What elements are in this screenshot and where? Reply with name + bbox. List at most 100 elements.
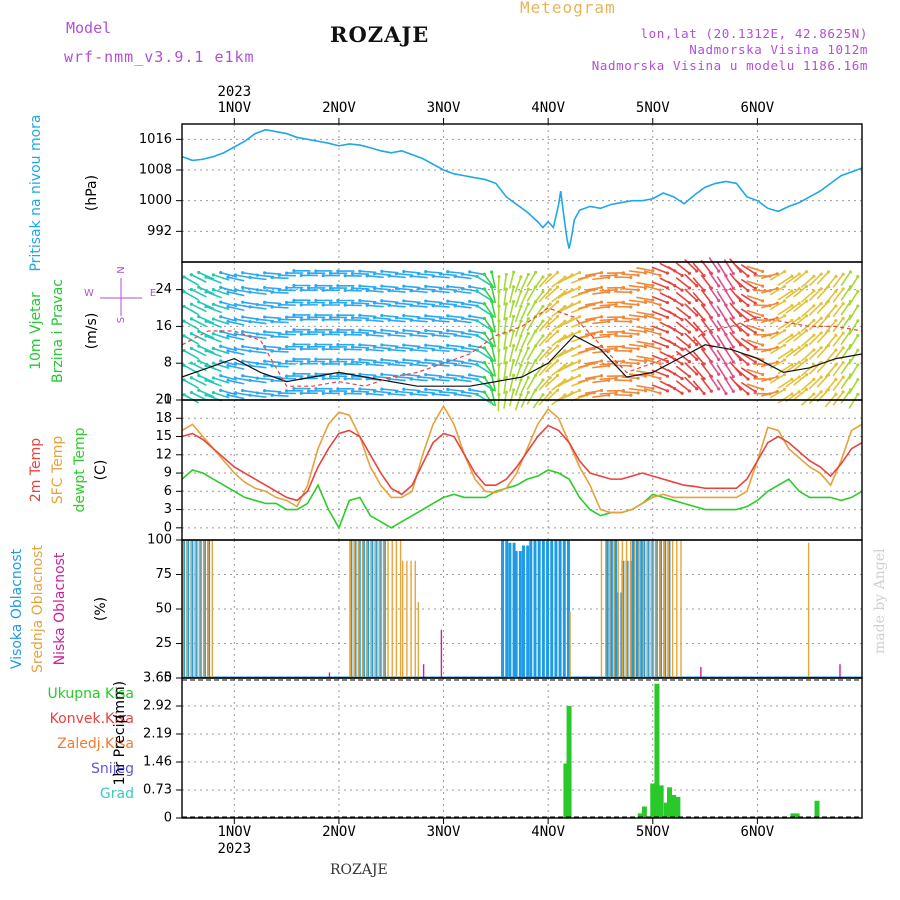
wind-barb-head xyxy=(380,269,384,273)
wind-barb-head xyxy=(695,269,699,273)
wind-barb-head xyxy=(665,389,670,393)
precip-tick-label: 0.73 xyxy=(143,783,172,798)
wind-barb-head xyxy=(343,303,347,307)
x-day-label-bottom: 2NOV xyxy=(322,824,356,840)
wind-barb-head xyxy=(665,271,670,275)
wind-barb xyxy=(503,303,508,321)
wind-barb xyxy=(801,304,815,318)
wind-barb xyxy=(190,303,207,313)
wind-barb-head xyxy=(812,274,816,278)
wind-barb xyxy=(509,300,515,318)
wind-barb-head xyxy=(394,286,399,291)
wind-barb-head xyxy=(629,349,633,353)
wind-barb-head xyxy=(687,286,691,290)
wind-barb-head xyxy=(321,318,325,322)
wind-barb-head xyxy=(285,359,289,363)
wind-barb-head xyxy=(856,275,860,279)
wind-barb xyxy=(249,350,267,354)
wind-barb-head xyxy=(746,392,750,396)
wind-barb-head xyxy=(233,332,237,336)
wind-barb xyxy=(777,275,793,286)
wind-barb-head xyxy=(526,302,530,306)
wind-barb-head xyxy=(761,328,765,332)
wind-barb-head xyxy=(651,328,655,332)
wind-barb xyxy=(212,391,230,399)
wind-barb xyxy=(402,358,421,362)
wind-barb xyxy=(651,384,669,392)
precip-tick-label: 2.19 xyxy=(143,727,172,742)
wind-barb-head xyxy=(790,377,794,381)
wind-barb xyxy=(643,388,661,394)
wind-barb xyxy=(538,288,552,303)
wind-barb-head xyxy=(336,269,340,273)
wind-barb xyxy=(793,285,808,298)
x-day-label-top: 4NOV xyxy=(531,100,565,116)
wind-barb-head xyxy=(731,330,735,335)
wind-barb xyxy=(824,364,837,378)
model-name: wrf-nmm_v3.9.1 e1km xyxy=(64,48,255,66)
wind-barb xyxy=(824,275,837,290)
wind-barb-head xyxy=(658,288,662,292)
wind-barb-head xyxy=(416,390,421,394)
wind-barb-head xyxy=(761,372,765,377)
wind-barb xyxy=(636,296,654,301)
wind-barb xyxy=(824,334,837,349)
wind-barb xyxy=(761,361,779,368)
wind-barb xyxy=(432,290,450,294)
wind-barb-head xyxy=(614,317,618,321)
wind-barb-head xyxy=(761,313,765,318)
wind-barb-head xyxy=(790,348,794,352)
precip-bar xyxy=(667,787,673,818)
wind-barb xyxy=(545,286,559,299)
wind-barb xyxy=(454,305,472,309)
wind-barb-head xyxy=(270,320,274,324)
wind-barb xyxy=(190,347,207,357)
wind-barb xyxy=(538,318,552,332)
wind-barb-head xyxy=(299,391,303,395)
wind-barb xyxy=(651,295,669,304)
wind-barb xyxy=(824,305,837,319)
wind-barb-head xyxy=(189,390,194,395)
wind-barb xyxy=(219,345,237,352)
wind-barb-head xyxy=(717,372,721,376)
wind-barb-head xyxy=(819,390,823,394)
wind-barb xyxy=(359,314,377,318)
wind-barb xyxy=(432,393,450,397)
wind-barb-head xyxy=(328,389,333,393)
wind-barb xyxy=(848,290,859,306)
wind-barb xyxy=(205,320,222,328)
wind-barb-head xyxy=(285,374,289,378)
wind-barb-head xyxy=(526,287,530,291)
wind-barb xyxy=(735,382,749,395)
wind-barb-head xyxy=(402,299,406,303)
wind-barb xyxy=(446,329,465,334)
wind-barb xyxy=(227,350,245,356)
wind-barb-head xyxy=(321,288,325,292)
wind-barb-head xyxy=(402,343,406,347)
cloud-bar-high xyxy=(514,551,518,678)
pressure-tick-label: 992 xyxy=(147,224,172,239)
wind-barb xyxy=(785,346,801,358)
wind-barb xyxy=(424,388,443,392)
wind-barb-head xyxy=(336,313,340,317)
wind-barb-head xyxy=(226,378,230,382)
wind-barb-head xyxy=(834,319,838,323)
wind-barb xyxy=(667,280,683,292)
wind-barb xyxy=(490,285,497,304)
wind-barb xyxy=(777,290,793,301)
wind-barb-head xyxy=(665,286,670,290)
wind-barb-head xyxy=(563,334,567,338)
wind-barb-head xyxy=(746,347,750,352)
wind-barb xyxy=(446,285,465,289)
wind-barb-head xyxy=(270,290,274,294)
wind-barb xyxy=(636,340,654,346)
wind-barb xyxy=(824,319,837,334)
wind-barb xyxy=(793,388,808,401)
wind-barb xyxy=(432,378,450,382)
wind-barb-head xyxy=(182,319,186,323)
wind-barb-head xyxy=(241,271,245,275)
wind-barb-head xyxy=(233,347,237,351)
wind-barb-head xyxy=(658,317,662,322)
wind-barb-head xyxy=(782,373,787,377)
cloud-tick-label: 50 xyxy=(155,602,172,617)
